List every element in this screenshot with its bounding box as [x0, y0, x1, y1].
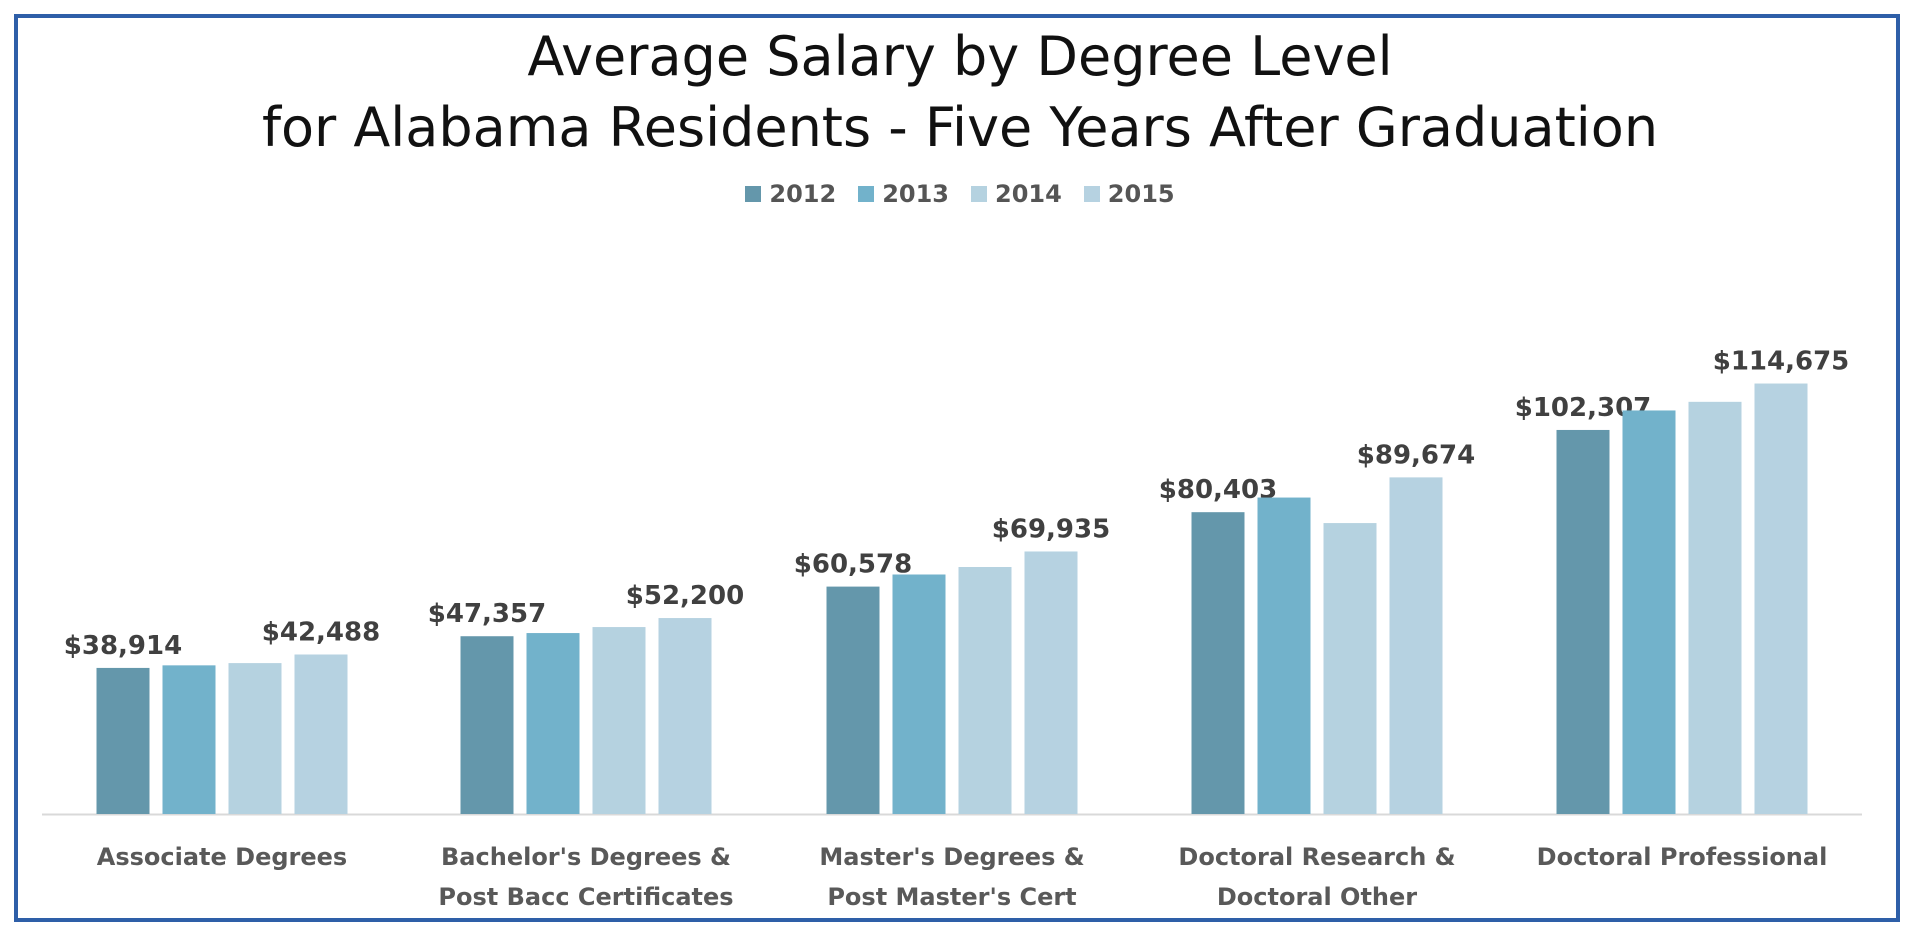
bar-2012-cat-3	[1191, 512, 1245, 814]
legend-label-2014: 2014	[995, 180, 1062, 208]
category-label-1-line-0: Bachelor's Degrees &	[441, 843, 731, 871]
bar-2013-cat-0	[162, 665, 216, 814]
legend-swatch-2015	[1083, 186, 1100, 202]
bar-2013-cat-4	[1622, 410, 1676, 814]
data-label-2015-cat-3: $89,674	[1357, 440, 1475, 470]
category-label-0-line-0: Associate Degrees	[97, 843, 347, 871]
bar-2015-cat-2	[1024, 551, 1078, 814]
data-label-2015-cat-4: $114,675	[1713, 347, 1850, 377]
legend-swatch-2014	[971, 186, 987, 202]
bar-2013-cat-1	[526, 633, 580, 814]
bar-2012-cat-4	[1556, 429, 1610, 814]
bar-2014-cat-3	[1323, 523, 1377, 814]
legend-swatch-2012	[745, 186, 762, 202]
data-label-2015-cat-1: $52,200	[626, 581, 744, 611]
bar-2015-cat-4	[1754, 383, 1808, 814]
legend-item-2013: 2013	[858, 180, 949, 208]
legend-label-2015: 2015	[1107, 180, 1175, 208]
data-label-2012-cat-0: $38,914	[64, 631, 182, 661]
legend-label-2013: 2013	[882, 180, 949, 208]
data-label-2015-cat-2: $69,935	[992, 514, 1110, 544]
data-label-2012-cat-1: $47,357	[428, 599, 546, 629]
category-label-3-line-1: Doctoral Other	[1217, 883, 1417, 911]
category-label-2-line-0: Master's Degrees &	[819, 843, 1084, 871]
legend-item-2012: 2012	[745, 180, 836, 208]
bar-2013-cat-3	[1257, 497, 1311, 814]
category-label-2-line-1: Post Master's Cert	[827, 883, 1076, 911]
legend-item-2014: 2014	[971, 180, 1062, 208]
data-label-2012-cat-3: $80,403	[1159, 475, 1277, 505]
bar-2015-cat-3	[1389, 477, 1443, 814]
bar-2014-cat-0	[228, 663, 282, 814]
chart-title-line-1: Average Salary by Degree Level	[527, 25, 1393, 88]
category-label-3-line-0: Doctoral Research &	[1178, 843, 1455, 871]
bar-2012-cat-1	[460, 636, 514, 814]
legend-swatch-2013	[858, 186, 875, 202]
category-label-1-line-1: Post Bacc Certificates	[438, 883, 733, 911]
legend-item-2015: 2015	[1083, 180, 1175, 208]
bar-2012-cat-0	[96, 667, 150, 814]
bar-2012-cat-2	[826, 586, 880, 814]
legend: 2012 2013 2014 2015	[0, 180, 1920, 208]
bar-2014-cat-2	[958, 566, 1012, 814]
category-label-4-line-0: Doctoral Professional	[1537, 843, 1828, 871]
bar-2015-cat-0	[294, 654, 348, 814]
bar-2014-cat-4	[1688, 401, 1742, 814]
data-label-2012-cat-2: $60,578	[794, 550, 912, 580]
data-label-2015-cat-0: $42,488	[262, 618, 380, 648]
chart-title-line-2: for Alabama Residents - Five Years After…	[261, 96, 1659, 159]
legend-label-2012: 2012	[769, 180, 837, 208]
bar-2015-cat-1	[658, 618, 712, 814]
bar-2014-cat-1	[592, 627, 646, 814]
bar-2013-cat-2	[892, 574, 946, 814]
